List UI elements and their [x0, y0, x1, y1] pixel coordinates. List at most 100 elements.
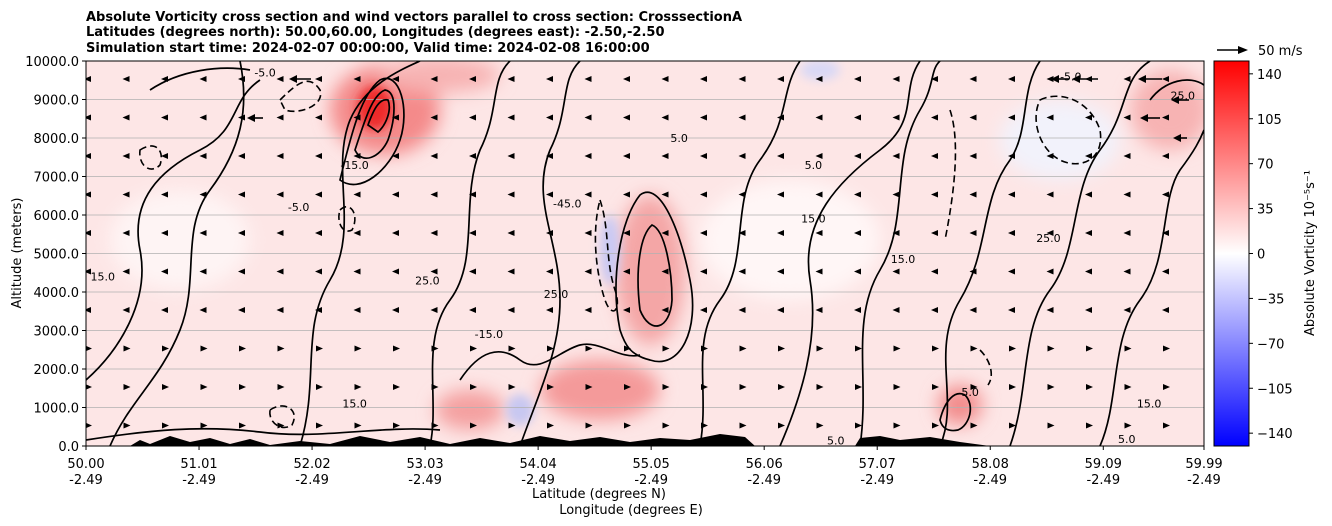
wind-vector	[161, 268, 168, 275]
contour-label: 15.0	[1137, 398, 1162, 411]
wind-vector	[508, 384, 516, 390]
vorticity-max-mid	[615, 195, 685, 345]
colorbar-gradient	[1213, 60, 1250, 447]
wind-vector	[1162, 76, 1169, 82]
wind-vector	[276, 114, 284, 121]
wind-vector	[815, 114, 823, 121]
x-tick-label-lat: 59.09	[1085, 457, 1122, 472]
wind-vector	[393, 422, 400, 429]
colorbar-label: Absolute Vorticity 10⁻⁵s⁻¹	[1303, 170, 1318, 336]
wind-vector	[623, 76, 630, 82]
wind-vector	[1009, 422, 1016, 429]
wind-vector	[315, 307, 322, 313]
wind-vector	[739, 422, 747, 429]
wind-vector	[778, 384, 785, 390]
wind-vector	[86, 268, 91, 275]
wind-vector	[931, 153, 938, 159]
wind-vector	[623, 230, 630, 236]
wind-vector	[854, 307, 861, 313]
wind-vector	[430, 230, 438, 236]
wind-vector	[854, 191, 861, 198]
y-tick-label: 0.0	[58, 440, 79, 455]
wind-vector	[969, 191, 977, 198]
x-tick-label-lat: 55.05	[633, 457, 670, 472]
title-line-1: Absolute Vorticity cross section and win…	[86, 10, 742, 25]
wind-vector	[430, 76, 438, 82]
wind-vector	[700, 307, 707, 313]
wind-vector	[86, 345, 92, 352]
x-tick-label-lat: 58.08	[972, 457, 1009, 472]
wind-vector	[893, 422, 901, 429]
colorbar: 140 105 70 35 0 −35 −70 −105 −140 Absolute Vorti…	[1213, 60, 1318, 447]
wind-vector	[393, 345, 400, 352]
wind-vector	[1123, 191, 1131, 198]
wind-vector	[353, 268, 361, 275]
colorbar-tick-label: 105	[1257, 113, 1282, 128]
wind-vector	[1085, 153, 1092, 159]
wind-vector	[1162, 268, 1169, 275]
x-tick-label-lon: -2.49	[973, 473, 1007, 488]
y-tick-label: 8000.0	[34, 132, 80, 147]
y-tick-label: 10000.0	[25, 55, 79, 70]
contour-labels: 25.0 25.0 15.0 15.0 15.0 15.0 5.0 5.0 5.0 5.0 5.0 -…	[91, 66, 1195, 447]
contour-line	[109, 61, 245, 446]
wind-vector	[624, 345, 631, 352]
wind-vector	[661, 268, 669, 275]
wind-vector	[738, 230, 746, 236]
wind-vector	[86, 422, 92, 429]
wind-vector	[469, 230, 476, 236]
wind-vector	[624, 422, 631, 429]
title-line-3: Simulation start time: 2024-02-07 00:00:…	[86, 41, 650, 56]
wind-vector	[970, 345, 978, 352]
wind-vector	[507, 268, 515, 275]
contour-line	[149, 67, 251, 91]
wind-vector-strong	[1072, 75, 1080, 83]
wind-vector	[546, 230, 553, 236]
wind-vector	[1008, 114, 1015, 121]
wind-vector	[86, 191, 91, 198]
y-axis-label: Altitude (meters)	[10, 198, 25, 309]
contour-label: -45.0	[553, 197, 581, 210]
gridlines	[86, 99, 1204, 408]
contour-line	[699, 61, 801, 446]
wind-vector	[932, 345, 939, 352]
contour-line	[86, 427, 441, 441]
contour-line	[429, 61, 511, 446]
contour-line-negative	[269, 405, 295, 429]
wind-vector	[623, 268, 630, 275]
wind-vector	[815, 153, 823, 159]
x-tick-label-lon: -2.49	[1187, 473, 1221, 488]
contour-line-negative	[139, 145, 162, 170]
wind-vector	[738, 268, 746, 275]
wind-vector	[86, 153, 91, 159]
wind-vector	[392, 191, 399, 198]
wind-vector	[238, 114, 245, 121]
contour-label: 5.0	[805, 159, 823, 172]
wind-vector	[815, 76, 823, 82]
wind-vector	[1046, 153, 1054, 159]
vorticity-patch-low2	[435, 390, 505, 430]
wind-vector	[816, 384, 824, 390]
wind-vector	[1008, 153, 1015, 159]
x-axis-label-lat: Latitude (degrees N)	[532, 487, 666, 502]
wind-vector	[507, 114, 515, 121]
wind-vector	[430, 114, 438, 121]
wind-vector	[122, 76, 130, 82]
wind-vector	[739, 384, 747, 390]
wind-vector	[469, 268, 476, 275]
wind-vector	[315, 230, 322, 236]
wind-vector	[547, 422, 554, 429]
wind-vector	[1047, 422, 1055, 429]
contour-line	[459, 343, 641, 381]
quiver-key-arrowhead	[1238, 46, 1248, 54]
wind-vector	[546, 114, 553, 121]
contour-line	[1149, 79, 1204, 101]
title-line-2: Latitudes (degrees north): 50.00,60.00, …	[86, 25, 665, 40]
wind-vector	[623, 307, 630, 313]
wind-vector	[892, 230, 900, 236]
wind-vector	[701, 345, 708, 352]
wind-vector	[353, 307, 361, 313]
contour-label: 5.0	[961, 386, 979, 399]
wind-vector	[161, 307, 168, 313]
wind-vector	[931, 268, 938, 275]
